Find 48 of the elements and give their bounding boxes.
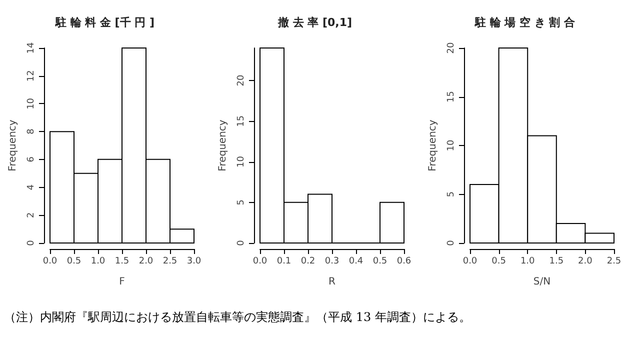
x-tick-label: 1.5: [549, 256, 564, 266]
x-tick-label: 0.5: [66, 256, 82, 266]
x-tick-label: 2.0: [138, 256, 154, 266]
x-axis-title: F: [119, 276, 126, 288]
x-tick-label: 0.6: [396, 256, 412, 266]
y-axis-title: Frequency: [8, 120, 18, 172]
y-tick-label: 20: [446, 42, 456, 54]
chart-title: 撤 去 率 [0,1]: [276, 16, 352, 29]
y-tick-label: 20: [236, 74, 246, 86]
x-tick-label: 0.4: [348, 256, 364, 266]
x-tick-label: 3.0: [186, 256, 202, 266]
x-tick-label: 0.3: [324, 256, 340, 266]
y-tick-label: 4: [26, 184, 36, 190]
chart-title: 駐 輪 料 金 [千 円 ]: [54, 16, 155, 29]
x-tick-label: 0.0: [462, 256, 478, 266]
x-tick-label: 0.0: [252, 256, 268, 266]
x-tick-label: 0.0: [42, 256, 58, 266]
y-tick-label: 0: [26, 240, 36, 246]
y-tick-label: 14: [26, 42, 36, 54]
x-axis-title: R: [328, 276, 336, 288]
x-tick-label: 0.5: [492, 256, 506, 266]
y-tick-label: 0: [236, 240, 246, 246]
y-axis-title: Frequency: [218, 120, 228, 172]
y-tick-label: 12: [26, 70, 36, 82]
y-tick-label: 5: [236, 200, 246, 206]
x-tick-label: 1.0: [520, 256, 536, 266]
y-tick-label: 15: [446, 91, 456, 102]
y-tick-label: 10: [26, 98, 36, 110]
x-tick-label: 0.1: [276, 256, 292, 266]
x-tick-label: 1.0: [90, 256, 106, 266]
y-tick-label: 5: [446, 191, 456, 198]
x-tick-label: 0.5: [372, 256, 388, 266]
y-tick-label: 0: [446, 240, 456, 246]
y-tick-label: 10: [446, 140, 456, 152]
x-tick-label: 2.0: [578, 256, 593, 266]
text: （注）内閣府『駅周辺における放置自転車等の実態調査』（平成 13 年調査）による。: [3, 309, 472, 326]
y-axis-title: Frequency: [428, 120, 438, 172]
x-tick-label: 0.2: [300, 256, 316, 266]
x-tick-label: 2.5: [162, 256, 178, 266]
y-tick-label: 15: [236, 115, 246, 127]
x-tick-label: 1.5: [114, 256, 130, 266]
y-tick-label: 8: [26, 128, 36, 134]
y-tick-label: 2: [26, 212, 36, 218]
chart-title: 駐 輪 場 空 き 割 合: [474, 16, 576, 29]
y-tick-label: 10: [236, 156, 246, 168]
y-tick-label: 6: [26, 156, 36, 162]
x-tick-label: 2.5: [606, 256, 622, 266]
x-axis-title: S/N: [533, 276, 551, 288]
